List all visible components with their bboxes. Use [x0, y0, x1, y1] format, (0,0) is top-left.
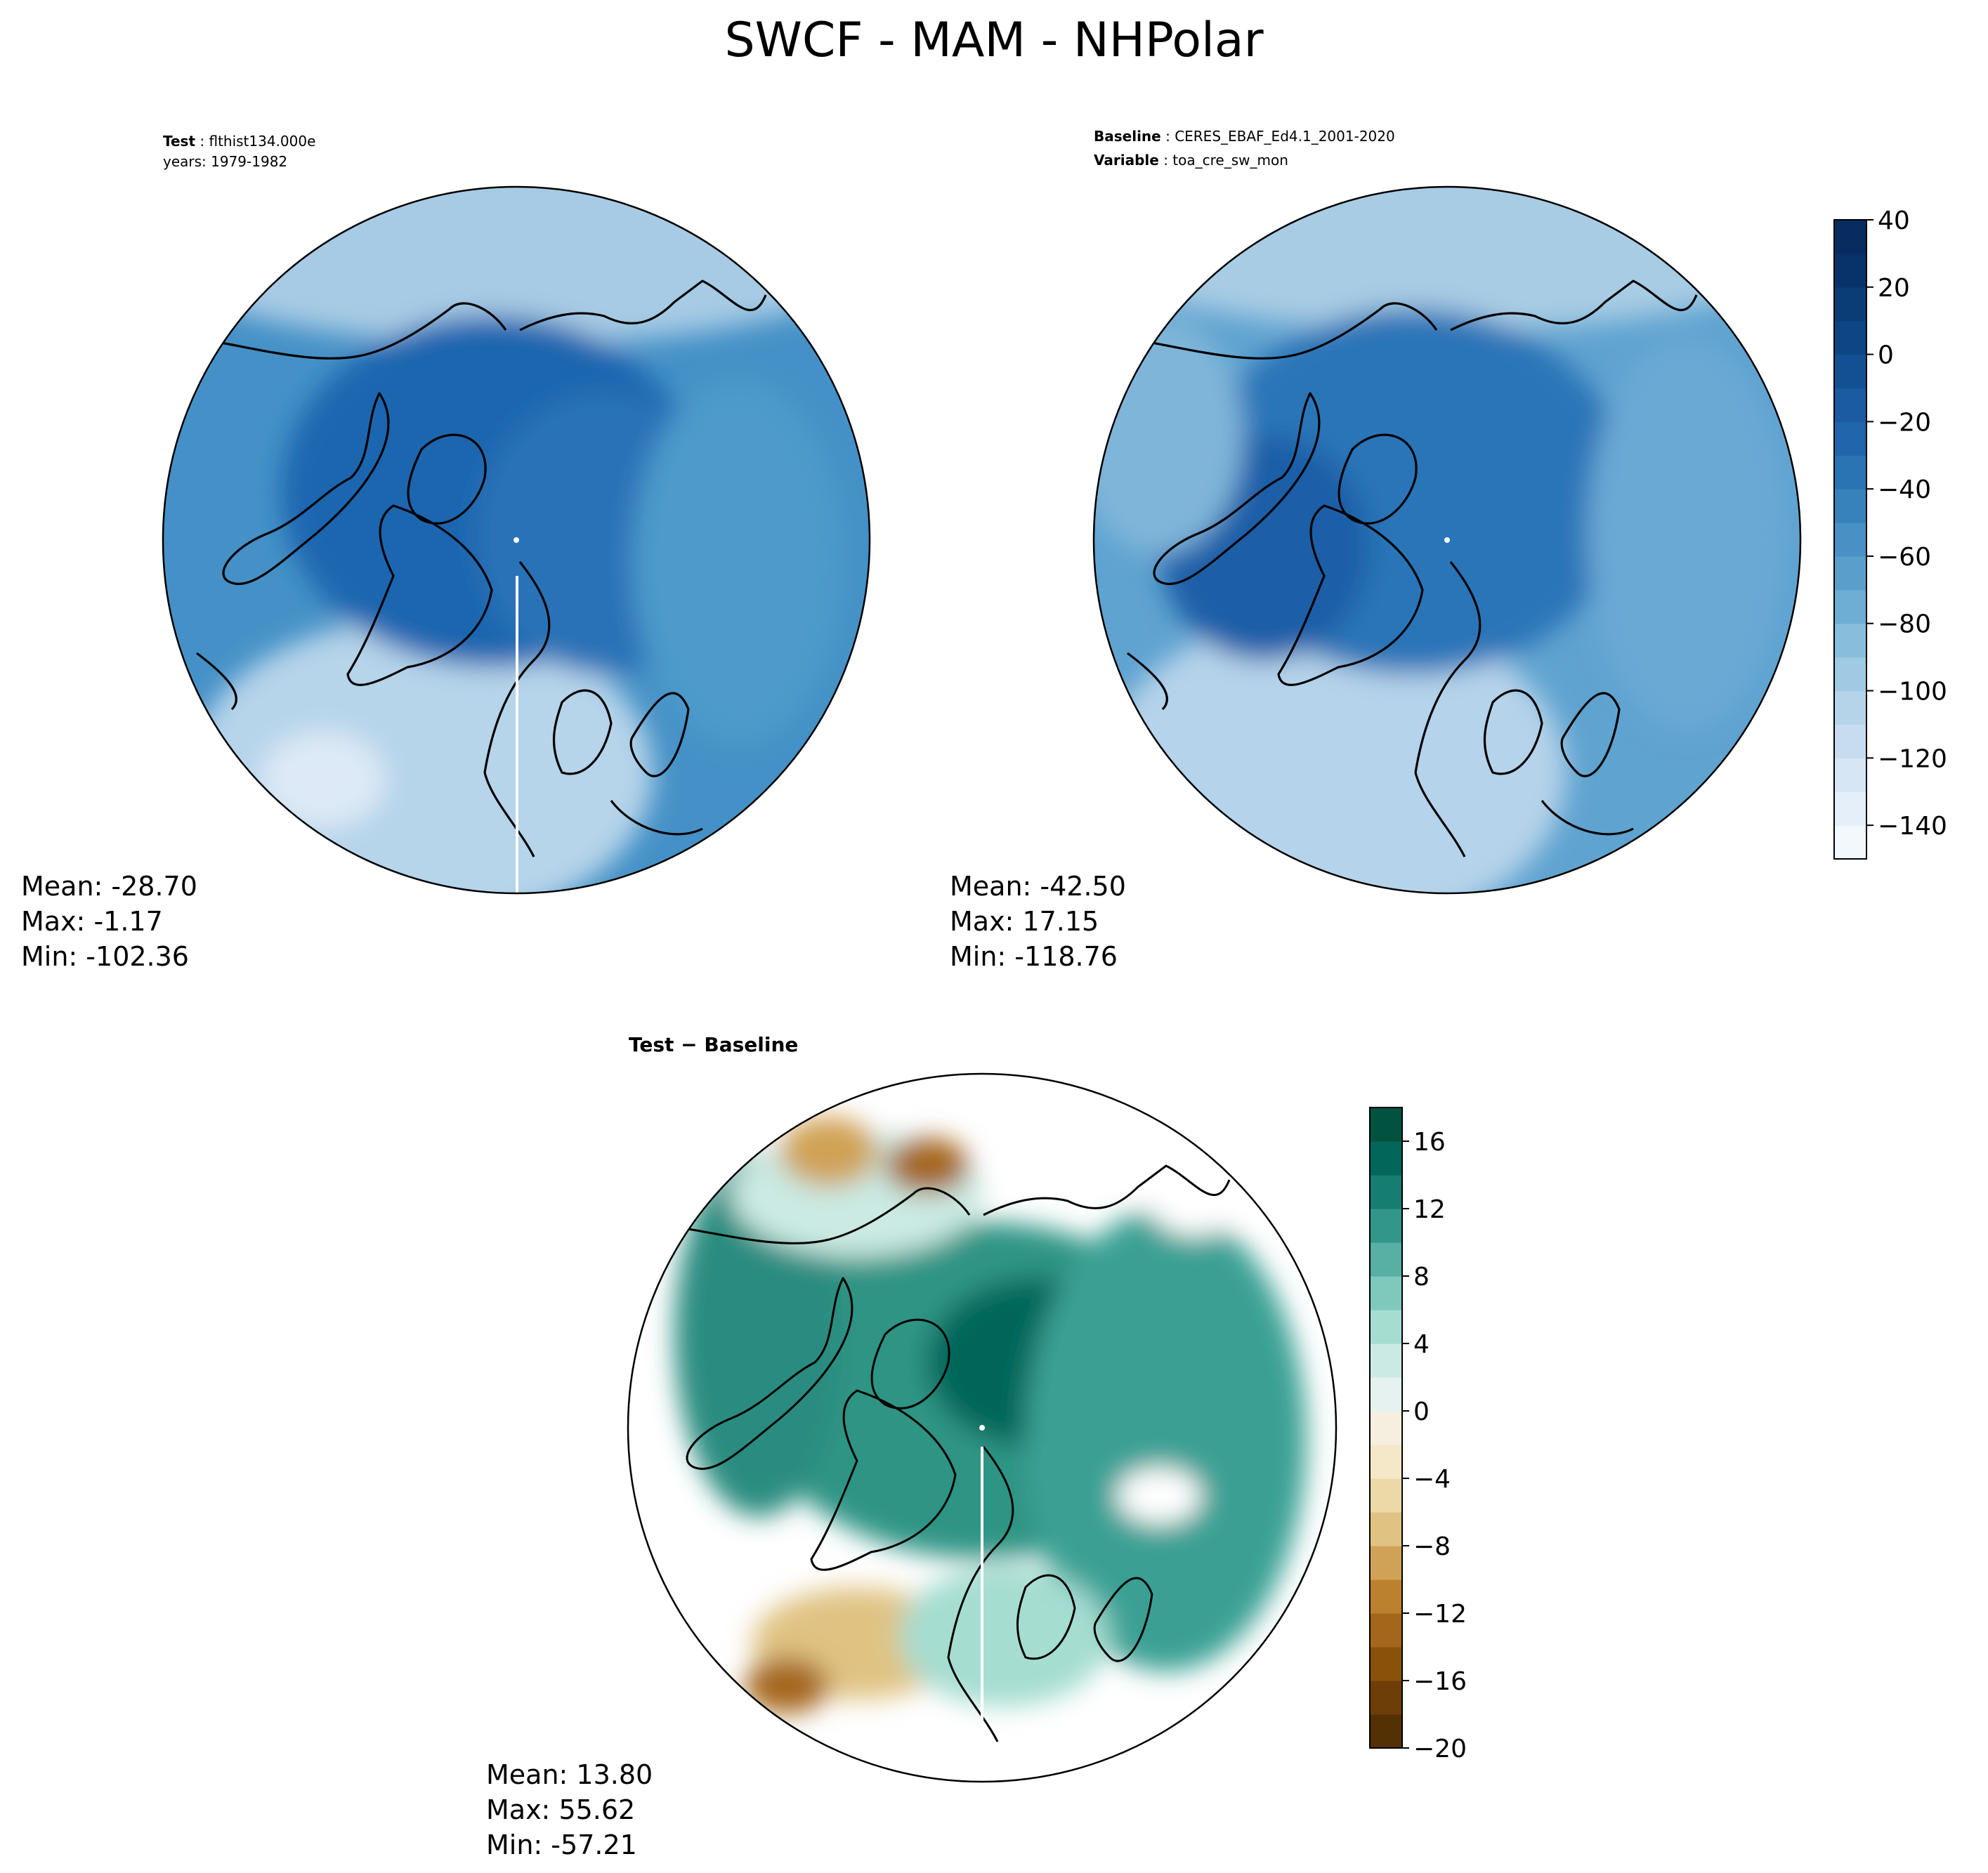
diff-colorbar-tick-label: −20 — [1413, 1735, 1467, 1763]
diff-colorbar-segment — [1370, 1377, 1402, 1412]
baseline-colorbar-outline — [1833, 219, 1867, 860]
diff-colorbar-tick-label: 16 — [1413, 1128, 1446, 1157]
test-mean: Mean: -28.70 — [21, 871, 197, 902]
diff-colorbar-tick-label: 4 — [1413, 1330, 1430, 1359]
diff-colorbar-tick-label: 12 — [1413, 1195, 1446, 1224]
diff-colorbar-segment — [1370, 1141, 1402, 1176]
baseline-colorbar-tick-label: −40 — [1878, 475, 1931, 504]
baseline-colorbar-tick-label: −60 — [1878, 543, 1931, 572]
baseline-variable: Variable : toa_cre_sw_mon — [1094, 152, 1288, 169]
diff-colorbar-outline — [1369, 1107, 1403, 1749]
baseline-colorbar-segment — [1834, 354, 1866, 389]
diff-colorbar: 16 12 8 4 0 −4 −8 −12 −16 −20 — [1369, 1107, 1467, 1763]
baseline-colorbar: 40 20 0 −20 −40 −60 −80 −100 −120 −140 — [1833, 206, 1947, 860]
baseline-min: Min: -118.76 — [950, 941, 1118, 972]
baseline-colorbar-segment — [1834, 287, 1866, 322]
baseline-colorbar-tick-label: 20 — [1878, 274, 1910, 303]
diff-colorbar-segment — [1370, 1681, 1402, 1715]
baseline-colorbar-tick-label: −20 — [1878, 408, 1931, 437]
baseline-colorbar-tick-label: 0 — [1878, 341, 1894, 370]
baseline-colorbar-segment — [1834, 758, 1866, 792]
diff-colorbar-tick-label: −16 — [1413, 1667, 1467, 1696]
baseline-colorbar-segment — [1834, 556, 1866, 591]
diff-colorbar-tick-label: 8 — [1413, 1263, 1430, 1292]
diff-colorbar-tick-label: −4 — [1413, 1465, 1451, 1494]
baseline-colorbar-tick-label: −120 — [1878, 744, 1947, 773]
baseline-map — [1094, 187, 1800, 893]
test-years: years: 1979-1982 — [163, 153, 287, 170]
figure-title: SWCF - MAM - NHPolar — [724, 13, 1263, 68]
baseline-colorbar-segment — [1834, 523, 1866, 557]
diff-colorbar-tick-label: 0 — [1413, 1398, 1430, 1426]
diff-colorbar-segment — [1370, 1512, 1402, 1546]
diff-colorbar-segment — [1370, 1613, 1402, 1648]
diff-panel: Test − Baseline — [486, 1033, 1467, 1860]
diff-colorbar-segment — [1370, 1714, 1402, 1749]
test-map — [163, 187, 870, 893]
diff-colorbar-segment — [1370, 1276, 1402, 1310]
test-label: Test : flthist134.000e — [163, 133, 315, 150]
diff-colorbar-segment — [1370, 1411, 1402, 1445]
diff-colorbar-segment — [1370, 1647, 1402, 1681]
baseline-colorbar-segment — [1834, 253, 1866, 288]
baseline-colorbar-segment — [1834, 455, 1866, 489]
baseline-colorbar-segment — [1834, 489, 1866, 523]
diff-colorbar-tick-label: −12 — [1413, 1600, 1467, 1629]
diff-map — [628, 1074, 1336, 1782]
diff-label: Test − Baseline — [629, 1033, 798, 1056]
test-max: Max: -1.17 — [21, 906, 163, 937]
baseline-mean: Mean: -42.50 — [950, 871, 1126, 902]
diff-colorbar-segment — [1370, 1343, 1402, 1378]
baseline-colorbar-segment — [1834, 791, 1866, 826]
diff-colorbar-segment — [1370, 1310, 1402, 1344]
test-panel: Test : flthist134.000e years: 1979-1982 — [21, 133, 871, 972]
test-min: Min: -102.36 — [21, 941, 189, 972]
diff-colorbar-segment — [1370, 1478, 1402, 1513]
baseline-colorbar-tick-label: 40 — [1878, 206, 1910, 235]
baseline-colorbar-segment — [1834, 623, 1866, 658]
diff-colorbar-segment — [1370, 1579, 1402, 1614]
baseline-colorbar-segment — [1834, 589, 1866, 624]
baseline-colorbar-tick-label: −80 — [1878, 610, 1931, 639]
diff-colorbar-segment — [1370, 1108, 1402, 1142]
diff-colorbar-segment — [1370, 1242, 1402, 1277]
baseline-colorbar-segment — [1834, 724, 1866, 758]
diff-map-boundary — [627, 1072, 1338, 1783]
diff-colorbar-segment — [1370, 1546, 1402, 1580]
baseline-colorbar-tick-label: −140 — [1878, 812, 1947, 841]
diff-mean: Mean: 13.80 — [486, 1759, 653, 1790]
baseline-colorbar-segment — [1834, 690, 1866, 725]
diff-max: Max: 55.62 — [486, 1794, 635, 1825]
baseline-map-boundary — [1092, 185, 1802, 895]
baseline-colorbar-segment — [1834, 657, 1866, 692]
baseline-colorbar-tick-label: −100 — [1878, 678, 1947, 707]
diff-colorbar-segment — [1370, 1175, 1402, 1209]
baseline-panel: Baseline : CERES_EBAF_Ed4.1_2001-2020 Va… — [950, 128, 1947, 972]
baseline-colorbar-segment — [1834, 421, 1866, 456]
diff-colorbar-tick-label: −8 — [1413, 1532, 1451, 1561]
diff-colorbar-segment — [1370, 1445, 1402, 1479]
baseline-colorbar-segment — [1834, 220, 1866, 254]
diff-min: Min: -57.21 — [486, 1829, 637, 1860]
baseline-colorbar-segment — [1834, 388, 1866, 422]
baseline-label: Baseline : CERES_EBAF_Ed4.1_2001-2020 — [1094, 128, 1395, 145]
baseline-max: Max: 17.15 — [950, 906, 1099, 937]
test-map-boundary — [162, 185, 871, 895]
baseline-colorbar-segment — [1834, 825, 1866, 860]
baseline-colorbar-segment — [1834, 320, 1866, 355]
diff-colorbar-segment — [1370, 1209, 1402, 1243]
